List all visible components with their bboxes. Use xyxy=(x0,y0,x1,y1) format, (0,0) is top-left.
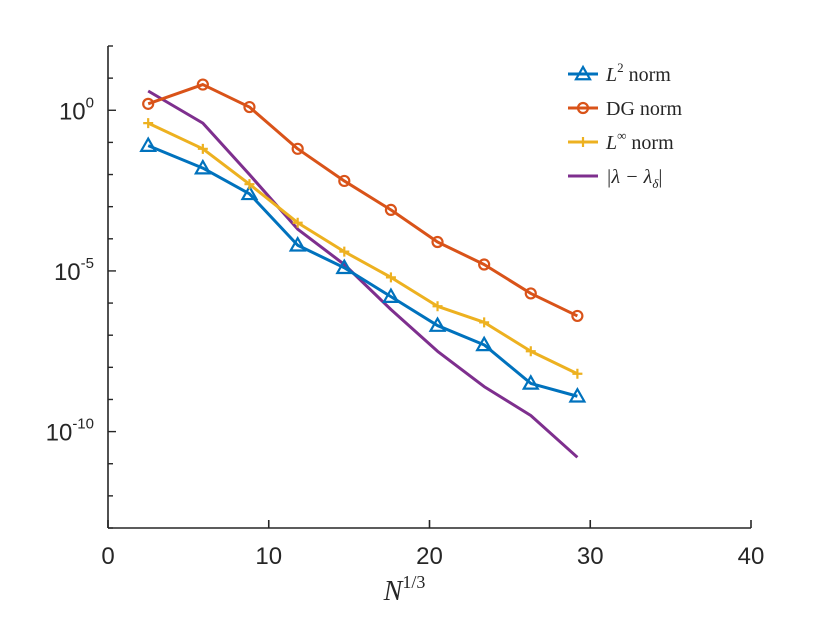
y-tick-exponent: 0 xyxy=(86,94,94,111)
data-point xyxy=(288,236,307,252)
data-point xyxy=(475,335,494,352)
data-point xyxy=(143,118,154,129)
data-point xyxy=(338,174,351,188)
legend-label-base: L xyxy=(605,64,617,86)
data-point xyxy=(568,387,587,403)
legend-label: |λ − λδ| xyxy=(606,166,662,191)
data-point xyxy=(244,179,255,190)
data-point xyxy=(197,143,208,154)
series-line xyxy=(147,121,579,376)
data-point xyxy=(193,158,212,175)
series-line xyxy=(147,89,579,459)
legend-label-suffix: norm xyxy=(624,64,672,86)
legend-label-sup: ∞ xyxy=(617,128,626,143)
data-point xyxy=(382,287,400,303)
data-point xyxy=(432,301,443,312)
data-point xyxy=(339,246,350,257)
series-line xyxy=(147,83,579,318)
legend-entry: DG norm xyxy=(568,98,683,120)
data-point xyxy=(384,203,398,216)
data-point xyxy=(521,374,540,390)
x-axis-title: N1/3 xyxy=(383,572,426,607)
data-point xyxy=(240,184,259,201)
data-point xyxy=(524,287,537,300)
series-line xyxy=(147,144,578,398)
data-point xyxy=(479,317,490,328)
data-point xyxy=(525,346,536,357)
series-3 xyxy=(147,89,579,459)
y-tick-label: 100 xyxy=(59,94,94,125)
data-point xyxy=(385,272,396,283)
data-point xyxy=(428,316,447,332)
data-point xyxy=(291,142,304,155)
y-tick-base: 10 xyxy=(54,259,81,286)
series-1 xyxy=(142,78,584,323)
legend-entry: L2 norm xyxy=(568,60,671,86)
y-tick-base: 10 xyxy=(59,98,86,125)
legend-label-sub: δ xyxy=(652,176,659,191)
data-point xyxy=(431,235,444,249)
legend-entry: L∞ norm xyxy=(568,128,674,154)
x-tick-label: 0 xyxy=(101,543,114,570)
legend-label: L2 norm xyxy=(605,60,671,86)
legend-label: DG norm xyxy=(606,98,683,120)
x-tick-label: 20 xyxy=(416,543,443,570)
legend-label-pre: |λ − λ xyxy=(606,166,653,188)
series-0 xyxy=(139,136,587,403)
data-point xyxy=(142,97,155,110)
legend-marker xyxy=(578,137,588,147)
legend-label-suffix: norm xyxy=(626,132,674,154)
legend-label-post: | xyxy=(658,166,662,188)
legend-marker xyxy=(574,64,592,81)
data-point xyxy=(335,258,354,275)
x-axis-title-exponent: 1/3 xyxy=(402,572,425,592)
data-point xyxy=(478,258,491,271)
y-tick-label: 10-5 xyxy=(54,255,94,286)
y-tick-base: 10 xyxy=(46,420,73,447)
y-tick-label: 10-10 xyxy=(46,416,94,447)
data-point xyxy=(571,309,584,323)
legend-entry: |λ − λδ| xyxy=(568,166,662,191)
legend-marker xyxy=(576,101,590,115)
data-point xyxy=(292,217,303,228)
data-point xyxy=(572,368,583,379)
series-layer xyxy=(139,78,587,459)
x-tick-label: 30 xyxy=(577,543,604,570)
y-tick-exponent: -10 xyxy=(72,416,94,433)
legend-label-base: L xyxy=(605,132,617,154)
legend-label: L∞ norm xyxy=(605,128,674,154)
y-tick-exponent: -5 xyxy=(81,255,94,272)
x-tick-label: 40 xyxy=(738,543,765,570)
x-tick-label: 10 xyxy=(255,543,282,570)
series-2 xyxy=(143,118,583,379)
data-point xyxy=(243,100,256,114)
legend-label-sup: 2 xyxy=(617,60,624,75)
x-axis-title-base: N xyxy=(383,576,404,607)
legend-label-text: DG norm xyxy=(606,98,683,120)
data-point xyxy=(139,136,158,152)
data-point xyxy=(196,78,209,91)
